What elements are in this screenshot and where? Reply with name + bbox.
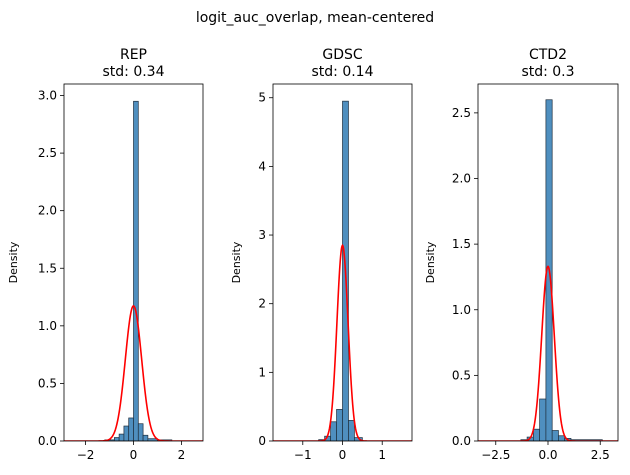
ctd2-bar-7 <box>558 435 566 441</box>
subplot-ctd2-plot: −2.5 0.0 2.5 0.0 0.5 1.0 1.5 2.0 2.5 Density <box>424 83 619 462</box>
subplot-rep-title: REP <box>120 47 147 63</box>
gdsc-xtick-label-0: −1 <box>294 448 312 462</box>
rep-ytick-label-5: 2.5 <box>38 146 57 160</box>
gdsc-bar-4 <box>336 409 343 441</box>
rep-ytick-label-3: 1.5 <box>38 261 57 275</box>
subplot-gdsc: GDSC std: 0.14 −1 0 1 0 1 2 3 4 5 Density <box>230 47 413 462</box>
subplot-rep: REP std: 0.34 −2 0 2 0.0 0.5 1.0 1.5 2.0 2.5 3.0 D… <box>7 47 204 462</box>
ctd2-ytick-label-0: 0.0 <box>452 434 471 448</box>
ctd2-ytick-label-4: 2.0 <box>452 172 471 186</box>
ctd2-bar-3 <box>533 428 540 441</box>
subplot-gdsc-subtitle: std: 0.14 <box>311 64 373 80</box>
subplot-rep-subtitle: std: 0.34 <box>102 64 164 80</box>
rep-normal-curve <box>64 304 203 441</box>
gdsc-ytick-label-5: 5 <box>258 91 266 105</box>
rep-bar-5 <box>118 433 125 441</box>
gdsc-ytick-label-2: 2 <box>258 297 266 311</box>
rep-bar-6 <box>123 425 130 441</box>
gdsc-ytick-label-1: 1 <box>258 365 266 379</box>
gdsc-bar-6 <box>348 420 355 441</box>
rep-ylabel: Density <box>7 241 20 283</box>
ctd2-xtick-label-1: 0.0 <box>538 448 557 462</box>
subplot-rep-plot: −2 0 2 0.0 0.5 1.0 1.5 2.0 2.5 3.0 Density <box>7 83 204 462</box>
rep-xtick-label-0: −2 <box>77 448 95 462</box>
gdsc-ylabel: Density <box>230 241 243 283</box>
ctd2-bar-6 <box>551 430 559 441</box>
gdsc-ytick-label-4: 4 <box>258 159 266 173</box>
rep-bar-10 <box>142 434 149 441</box>
ctd2-bars <box>520 99 603 441</box>
rep-bar-9 <box>137 423 144 441</box>
subplot-gdsc-title: GDSC <box>322 47 363 63</box>
rep-bar-7 <box>128 417 134 441</box>
gdsc-normal-curve <box>273 243 412 441</box>
gdsc-xtick-label-1: 0 <box>339 448 347 462</box>
rep-ytick-label-2: 1.0 <box>38 319 57 333</box>
subplot-ctd2-subtitle: std: 0.3 <box>521 64 574 80</box>
ctd2-ytick-label-2: 1.0 <box>452 303 471 317</box>
ctd2-ytick-label-5: 2.5 <box>452 106 471 120</box>
gdsc-xtick-label-2: 1 <box>378 448 386 462</box>
ctd2-xtick-label-0: −2.5 <box>481 448 510 462</box>
ctd2-bar-4 <box>539 398 547 441</box>
rep-bar-8 <box>133 100 139 441</box>
subplot-ctd2-title: CTD2 <box>529 47 567 63</box>
rep-ytick-label-1: 0.5 <box>38 376 57 390</box>
gdsc-bar-3 <box>330 421 337 441</box>
rep-xtick-label-1: 0 <box>130 448 138 462</box>
subplot-ctd2: CTD2 std: 0.3 −2.5 0.0 2.5 0.0 0.5 1.0 1.5 2.0 2… <box>424 47 619 462</box>
rep-ytick-label-0: 0.0 <box>38 434 57 448</box>
rep-bar-4 <box>113 437 120 441</box>
ctd2-xtick-label-2: 2.5 <box>591 448 610 462</box>
ctd2-normal-curve <box>478 265 618 441</box>
ctd2-ytick-label-3: 1.5 <box>452 237 471 251</box>
rep-ytick-label-4: 2.0 <box>38 204 57 218</box>
figure-suptitle: logit_auc_overlap, mean-centered <box>196 10 434 26</box>
gdsc-ytick-label-0: 0 <box>258 434 266 448</box>
ctd2-ytick-label-1: 0.5 <box>452 368 471 382</box>
subplot-gdsc-plot: −1 0 1 0 1 2 3 4 5 Density <box>230 83 413 462</box>
ctd2-ylabel: Density <box>424 241 437 283</box>
gdsc-ytick-label-3: 3 <box>258 228 266 242</box>
rep-xtick-label-2: 2 <box>178 448 186 462</box>
rep-bars <box>104 100 173 441</box>
rep-ytick-label-6: 3.0 <box>38 89 57 103</box>
gdsc-bars <box>318 100 363 441</box>
